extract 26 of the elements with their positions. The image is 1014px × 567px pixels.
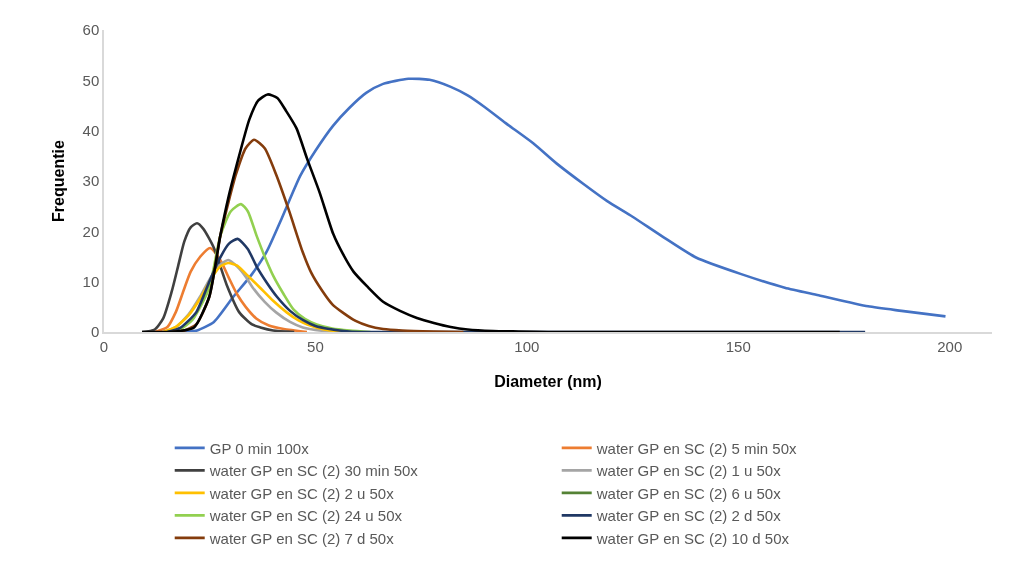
legend-label: water GP en SC (2) 5 min 50x	[595, 439, 798, 457]
legend-label: water GP en SC (2) 2 d 50x	[595, 507, 782, 525]
line-series	[140, 93, 842, 332]
legend-label: water GP en SC (2) 30 min 50x	[208, 462, 419, 480]
y-tick-label: 10	[82, 272, 100, 290]
legend-label: water GP en SC (2) 2 u 50x	[208, 484, 395, 502]
y-axis-title: Frequentie	[49, 140, 67, 222]
y-tick-label: 30	[82, 172, 100, 190]
y-tick-label: 40	[82, 121, 100, 139]
x-tick-label: 200	[937, 337, 963, 355]
legend-label: water GP en SC (2) 24 u 50x	[208, 507, 403, 525]
x-tick-label: 50	[307, 337, 324, 355]
legend-label: water GP en SC (2) 6 u 50x	[595, 484, 782, 502]
legend-label: water GP en SC (2) 7 d 50x	[208, 529, 395, 547]
y-tick-label: 60	[82, 21, 100, 39]
x-tick-label: 100	[514, 337, 540, 355]
y-tick-label: 20	[82, 222, 100, 240]
legend-label: water GP en SC (2) 1 u 50x	[595, 462, 782, 480]
y-tick-label: 0	[90, 323, 100, 341]
legend-label: water GP en SC (2) 10 d 50x	[595, 529, 790, 547]
x-axis-title: Diameter (nm)	[494, 372, 602, 390]
line-series	[140, 221, 296, 332]
x-tick-label: 150	[725, 337, 751, 355]
y-tick-label: 50	[82, 71, 100, 89]
legend-label: GP 0 min 100x	[209, 439, 310, 457]
line-series	[153, 246, 309, 332]
